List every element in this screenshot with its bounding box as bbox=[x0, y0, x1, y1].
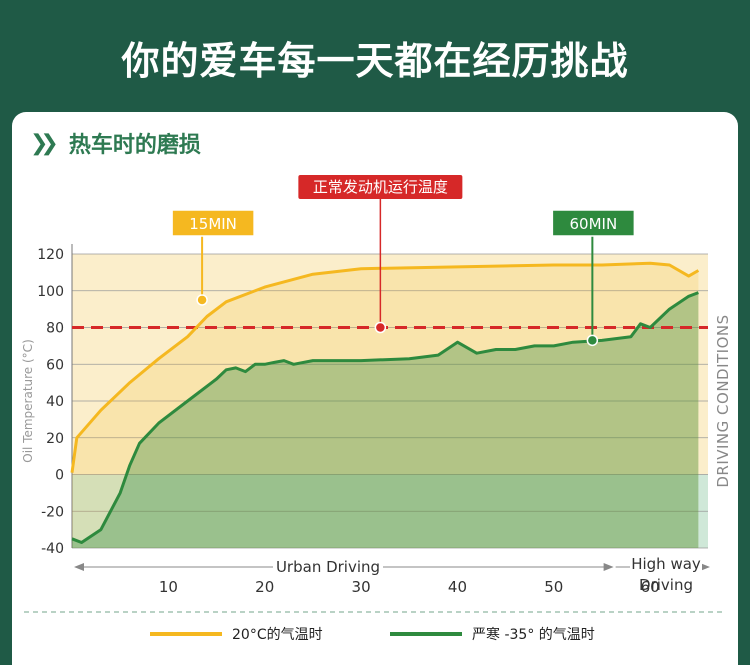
warm-series-area bbox=[72, 263, 699, 548]
highway-range-label-line2: Driving bbox=[639, 576, 693, 594]
marker-dot bbox=[196, 294, 208, 306]
marker-badge bbox=[171, 209, 255, 237]
normal-temp-label: 正常发动机运行温度 bbox=[313, 178, 448, 196]
section-title: ❯❯ 热车时的磨损 bbox=[30, 127, 201, 159]
y-tick-label: 60 bbox=[46, 357, 64, 373]
legend-label-cold: 严寒 -35° 的气温时 bbox=[472, 626, 595, 643]
y-axis-label: Oil Temperature (°C) bbox=[21, 339, 35, 463]
x-tick-label: 50 bbox=[544, 578, 563, 596]
normal-temp-badge bbox=[298, 175, 463, 199]
cold-series-line bbox=[71, 291, 699, 544]
section-title-text: 热车时的磨损 bbox=[68, 133, 201, 158]
marker-badge bbox=[551, 209, 636, 237]
normal-temp-dot bbox=[374, 321, 387, 334]
highway-range-arrow-right bbox=[700, 563, 710, 571]
right-axis-label: DRIVING CONDITIONS bbox=[714, 314, 732, 487]
y-tick-label: 40 bbox=[46, 394, 64, 410]
urban-range-arrow-right bbox=[603, 563, 614, 571]
x-tick-label: 30 bbox=[352, 578, 371, 596]
x-tick-label: 20 bbox=[255, 578, 274, 596]
y-tick-label: 120 bbox=[37, 247, 64, 263]
urban-range-arrow-left bbox=[74, 563, 84, 571]
y-tick-label: 80 bbox=[46, 321, 64, 337]
marker-label: 15MIN bbox=[189, 215, 237, 233]
highway-range-label-line1: High way bbox=[631, 555, 701, 573]
y-tick-label: -20 bbox=[41, 504, 64, 520]
urban-range-label-bg bbox=[273, 556, 383, 578]
page-title: 你的爱车每一天都在经历挑战 bbox=[121, 39, 629, 83]
legend-label-warm: 20°C的气温时 bbox=[232, 627, 323, 643]
x-tick-label: 40 bbox=[448, 578, 467, 596]
x-tick-label: 10 bbox=[159, 578, 178, 596]
y-tick-label: 100 bbox=[37, 284, 64, 300]
marker-dot bbox=[586, 334, 599, 347]
marker-label: 60MIN bbox=[570, 215, 618, 233]
y-tick-label: 20 bbox=[46, 431, 64, 447]
warm-series-line bbox=[70, 261, 700, 473]
x-tick-label: 60 bbox=[641, 578, 660, 596]
highway-range-label-bg bbox=[630, 554, 702, 574]
urban-range-label: Urban Driving bbox=[276, 558, 380, 576]
y-tick-label: 0 bbox=[55, 468, 64, 484]
cold-series-area bbox=[72, 292, 699, 548]
y-tick-label: -40 bbox=[41, 541, 64, 557]
